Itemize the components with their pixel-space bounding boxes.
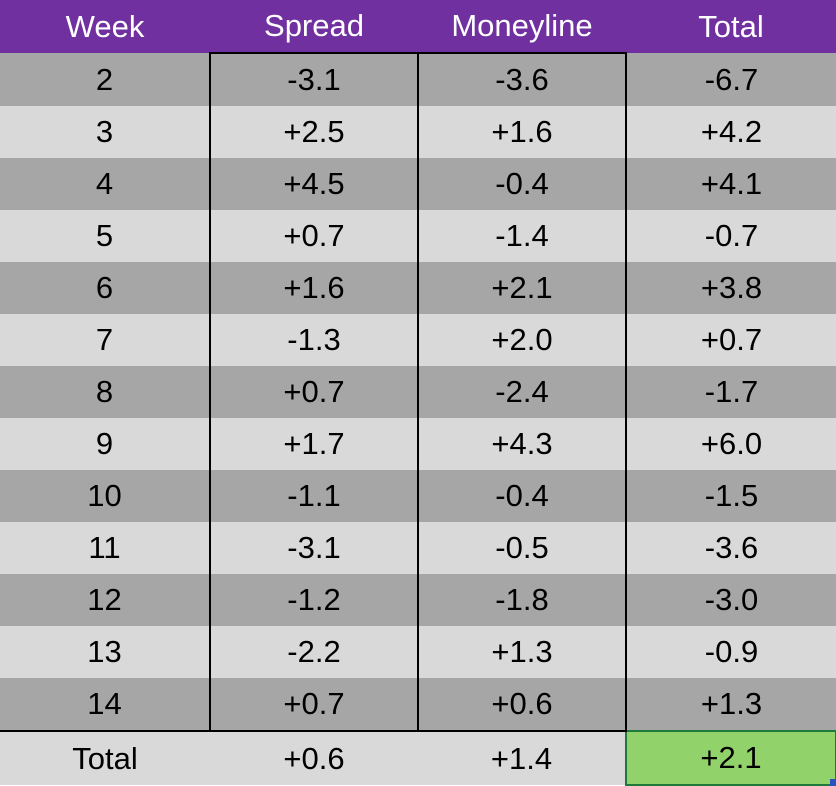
moneyline-cell[interactable]: +1.6	[417, 106, 627, 158]
moneyline-cell[interactable]: +2.1	[417, 262, 627, 314]
moneyline-cell[interactable]: -0.4	[417, 470, 627, 522]
table-row: 12 -1.2 -1.8 -3.0	[0, 574, 836, 626]
week-cell[interactable]: 9	[0, 418, 210, 470]
table-row: 13 -2.2 +1.3 -0.9	[0, 626, 836, 678]
moneyline-cell[interactable]: +2.0	[417, 314, 627, 366]
table-row: 14 +0.7 +0.6 +1.3	[0, 678, 836, 731]
spread-cell[interactable]: -2.2	[209, 626, 419, 678]
table-body: 2 -3.1 -3.6 -6.7 3 +2.5 +1.6 +4.2 4 +4.5 -0.4 +4.1 5…	[0, 52, 836, 731]
table-row: 11 -3.1 -0.5 -3.6	[0, 522, 836, 574]
moneyline-cell[interactable]: -0.4	[417, 158, 627, 210]
totals-label-cell[interactable]: Total	[0, 730, 210, 785]
moneyline-cell[interactable]: -1.8	[417, 574, 627, 626]
spread-cell[interactable]: +1.7	[209, 418, 419, 470]
header-spread[interactable]: Spread	[210, 0, 418, 53]
total-cell[interactable]: -1.5	[625, 470, 836, 522]
spread-cell[interactable]: -1.1	[209, 470, 419, 522]
total-cell[interactable]: +6.0	[625, 418, 836, 470]
spread-cell[interactable]: -1.2	[209, 574, 419, 626]
week-cell[interactable]: 5	[0, 210, 210, 262]
totals-spread-cell[interactable]: +0.6	[210, 730, 418, 785]
total-cell[interactable]: +0.7	[625, 314, 836, 366]
header-week[interactable]: Week	[0, 0, 210, 53]
total-cell[interactable]: -1.7	[625, 366, 836, 418]
total-cell[interactable]: +1.3	[625, 678, 836, 731]
spread-cell[interactable]: +0.7	[209, 210, 419, 262]
moneyline-cell[interactable]: +4.3	[417, 418, 627, 470]
week-cell[interactable]: 8	[0, 366, 210, 418]
table-row: 6 +1.6 +2.1 +3.8	[0, 262, 836, 314]
week-cell[interactable]: 14	[0, 678, 210, 731]
header-moneyline[interactable]: Moneyline	[418, 0, 626, 53]
spread-cell[interactable]: -3.1	[209, 522, 419, 574]
week-cell[interactable]: 6	[0, 262, 210, 314]
table-row: 5 +0.7 -1.4 -0.7	[0, 210, 836, 262]
week-cell[interactable]: 10	[0, 470, 210, 522]
moneyline-cell[interactable]: -1.4	[417, 210, 627, 262]
totals-row: Total +0.6 +1.4 +2.1	[0, 730, 836, 786]
selected-grand-total-cell[interactable]: +2.1	[625, 730, 836, 786]
table-row: 8 +0.7 -2.4 -1.7	[0, 366, 836, 418]
total-cell[interactable]: -3.0	[625, 574, 836, 626]
moneyline-cell[interactable]: -2.4	[417, 366, 627, 418]
total-cell[interactable]: -3.6	[625, 522, 836, 574]
spread-cell[interactable]: +0.7	[209, 678, 419, 731]
moneyline-cell[interactable]: +1.3	[417, 626, 627, 678]
header-row: Week Spread Moneyline Total	[0, 0, 836, 53]
week-cell[interactable]: 7	[0, 314, 210, 366]
table-row: 2 -3.1 -3.6 -6.7	[0, 52, 836, 106]
moneyline-cell[interactable]: -3.6	[417, 52, 627, 106]
spread-cell[interactable]: +2.5	[209, 106, 419, 158]
header-total[interactable]: Total	[626, 0, 836, 53]
week-cell[interactable]: 11	[0, 522, 210, 574]
table-row: 10 -1.1 -0.4 -1.5	[0, 470, 836, 522]
spread-cell[interactable]: +1.6	[209, 262, 419, 314]
totals-moneyline-cell[interactable]: +1.4	[418, 730, 626, 785]
week-cell[interactable]: 12	[0, 574, 210, 626]
moneyline-cell[interactable]: -0.5	[417, 522, 627, 574]
table-row: 7 -1.3 +2.0 +0.7	[0, 314, 836, 366]
total-cell[interactable]: +3.8	[625, 262, 836, 314]
spread-cell[interactable]: +0.7	[209, 366, 419, 418]
total-cell[interactable]: -6.7	[625, 53, 836, 106]
spread-cell[interactable]: -1.3	[209, 314, 419, 366]
total-cell[interactable]: +4.2	[625, 106, 836, 158]
week-cell[interactable]: 2	[0, 53, 210, 106]
moneyline-cell[interactable]: +0.6	[417, 678, 627, 731]
table-row: 3 +2.5 +1.6 +4.2	[0, 106, 836, 158]
table-row: 4 +4.5 -0.4 +4.1	[0, 158, 836, 210]
total-cell[interactable]: -0.7	[625, 210, 836, 262]
spread-cell[interactable]: +4.5	[209, 158, 419, 210]
total-cell[interactable]: +4.1	[625, 158, 836, 210]
week-cell[interactable]: 4	[0, 158, 210, 210]
table-row: 9 +1.7 +4.3 +6.0	[0, 418, 836, 470]
total-cell[interactable]: -0.9	[625, 626, 836, 678]
spread-cell[interactable]: -3.1	[209, 52, 419, 106]
fill-handle[interactable]	[830, 779, 836, 786]
week-cell[interactable]: 13	[0, 626, 210, 678]
week-cell[interactable]: 3	[0, 106, 210, 158]
grand-total-value: +2.1	[700, 740, 762, 775]
